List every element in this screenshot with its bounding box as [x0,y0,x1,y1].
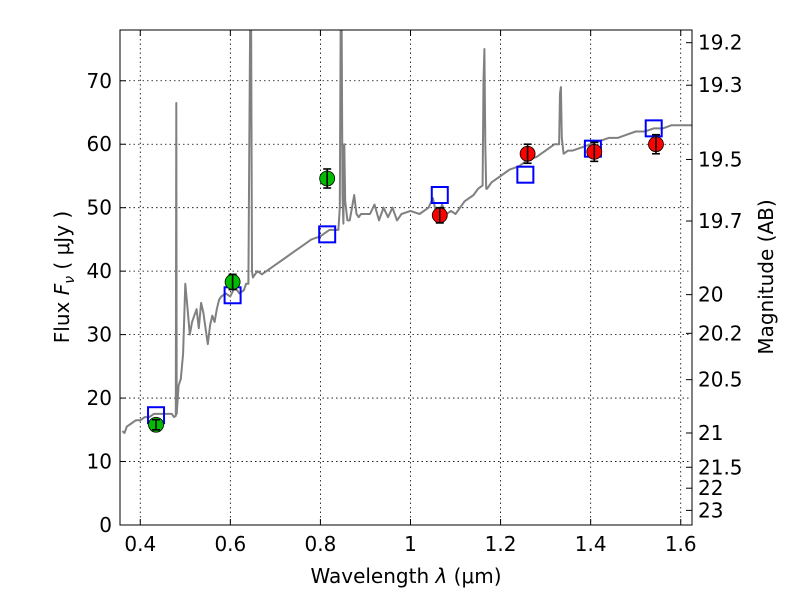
x-tick-label: 1.4 [575,532,607,556]
x-axis-label: Wavelength λ (μm) [310,564,501,588]
y-axis-label-prefix: Flux [50,295,74,343]
y-axis-label-subscript: ν [62,276,78,284]
model-photometry-square [430,186,449,204]
y-tick-label: 10 [87,450,112,474]
y-tick-label: 0 [99,513,112,537]
photometry-markers [147,119,664,433]
y2-tick-label: 21.5 [698,455,743,479]
plot-frame [119,29,693,526]
y-tick-label: 40 [87,259,112,283]
model-photometry-square [516,165,535,184]
y-tick-label: 20 [87,386,112,410]
secondary-y-axis-label: Magnitude (AB) [754,199,778,354]
y2-tick-label: 22 [698,476,723,500]
plot-area [121,30,692,434]
x-tick-label: 1.6 [665,532,697,556]
y2-tick-label: 19.2 [698,31,743,55]
axis-ticks: 0.4 0.6 0.8 1 1.2 1.4 1.6 0 10 20 30 40 50 60 70 19.2 19… [87,30,743,556]
model-spectrum-line [121,30,692,434]
model-photometry-square [644,119,663,138]
x-tick-label: 0.6 [214,532,246,556]
grid-lines [120,30,692,526]
y2-tick-label: 20 [698,283,723,307]
y-axis-label: Flux Fν ( μJy ) [50,211,78,343]
y-tick-label: 30 [87,323,112,347]
x-axis-label-symbol: λ [434,564,447,588]
x-tick-label: 1.2 [485,532,517,556]
y2-tick-label: 20.2 [698,321,743,345]
x-axis-label-unit: (μm) [447,564,501,588]
y-tick-label: 60 [87,132,112,156]
x-tick-label: 1 [404,532,417,556]
y2-tick-label: 21 [698,421,723,445]
y2-tick-label: 19.5 [698,147,743,171]
y-tick-label: 50 [87,196,112,220]
x-axis-label-prefix: Wavelength [310,564,435,588]
y-axis-label-unit: ( μJy ) [50,211,74,276]
y-tick-label: 70 [87,69,112,93]
x-tick-label: 0.8 [305,532,337,556]
model-photometry-square [318,225,337,244]
y2-tick-label: 23 [698,498,723,522]
y2-tick-label: 20.5 [698,368,743,392]
y2-tick-label: 19.3 [698,73,743,97]
y2-tick-label: 19.7 [698,209,743,233]
y-axis-label-symbol: F [50,283,74,295]
x-tick-label: 0.4 [124,532,156,556]
